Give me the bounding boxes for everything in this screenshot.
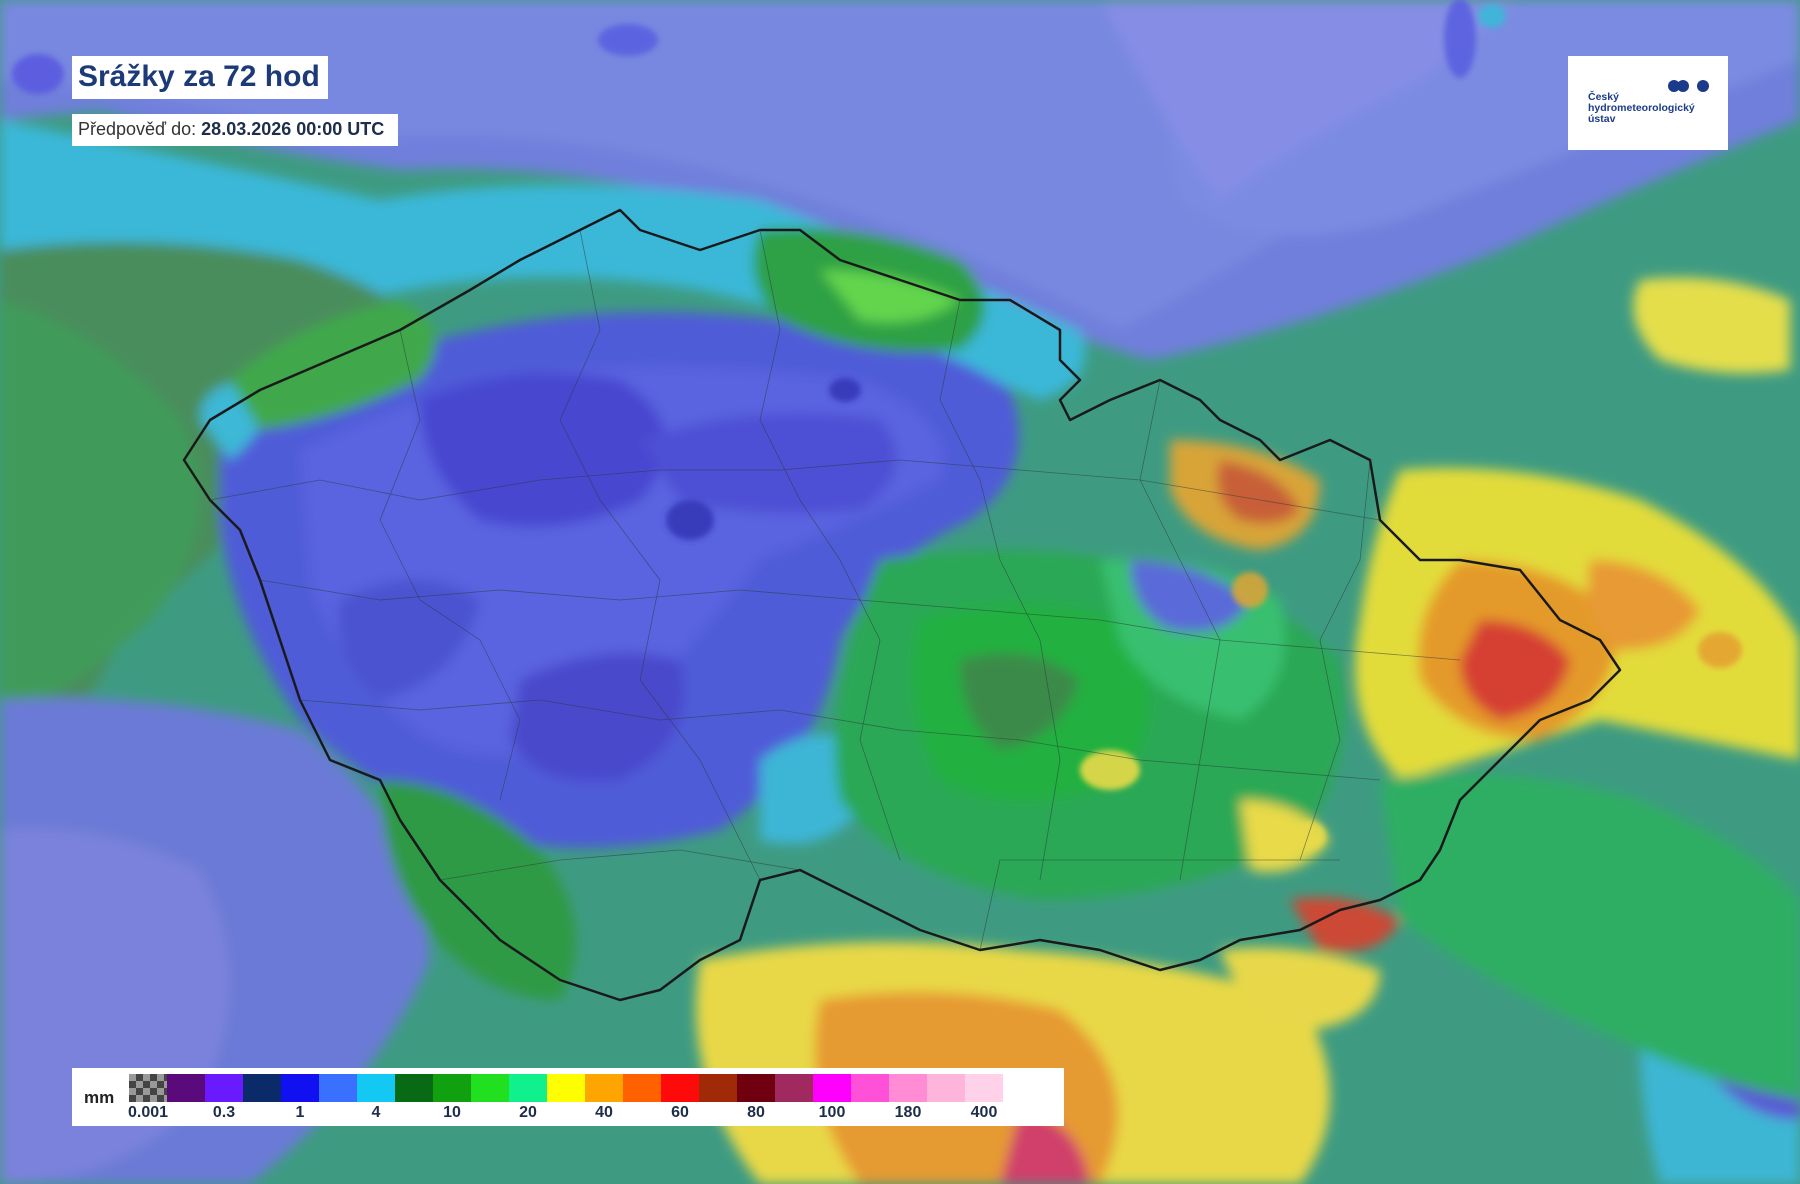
- legend-swatch: [281, 1074, 319, 1102]
- legend-swatch: [775, 1074, 813, 1102]
- legend-tick-label: 80: [747, 1104, 765, 1121]
- legend-swatch: [965, 1074, 1003, 1102]
- legend-swatch: [357, 1074, 395, 1102]
- legend-swatch: [813, 1074, 851, 1102]
- chmi-logo: Český hydrometeorologický ústav: [1568, 56, 1728, 150]
- legend-swatch: [623, 1074, 661, 1102]
- country-border: [182, 208, 1622, 1002]
- legend-tick-label: 100: [818, 1104, 846, 1121]
- legend-tick-label: 20: [519, 1104, 537, 1121]
- legend-tick-label: 180: [894, 1104, 922, 1121]
- legend-swatch: [699, 1074, 737, 1102]
- chmi-logo-icon: [1668, 80, 1709, 92]
- legend-swatches: [129, 1074, 1003, 1102]
- legend-tick-label: 40: [595, 1104, 613, 1121]
- legend-swatch: [851, 1074, 889, 1102]
- forecast-time: Předpověď do: 28.03.2026 00:00 UTC: [72, 114, 399, 146]
- forecast-label: Předpověď do:: [78, 119, 197, 139]
- legend-swatch: [737, 1074, 775, 1102]
- legend-swatch: [927, 1074, 965, 1102]
- legend-swatch: [433, 1074, 471, 1102]
- precipitation-legend: mm 0.001 0.3 1 4 10 20 40 60 80 100 180 400: [72, 1068, 1064, 1126]
- legend-swatch: [319, 1074, 357, 1102]
- legend-swatch: [395, 1074, 433, 1102]
- legend-tick-label: 1: [295, 1104, 305, 1121]
- logo-text: Český hydrometeorologický ústav: [1588, 91, 1695, 125]
- legend-tick-label: 10: [443, 1104, 461, 1121]
- legend-tick-label: 0.001: [127, 1104, 169, 1121]
- legend-swatch: [167, 1074, 205, 1102]
- legend-swatch: [509, 1074, 547, 1102]
- legend-swatch: [889, 1074, 927, 1102]
- forecast-value: 28.03.2026 00:00 UTC: [201, 119, 385, 139]
- legend-swatch: [205, 1074, 243, 1102]
- legend-tick-label: 0.3: [212, 1104, 236, 1121]
- legend-swatch: [585, 1074, 623, 1102]
- legend-unit: mm: [84, 1088, 115, 1107]
- legend-tick-label: 60: [671, 1104, 689, 1121]
- legend-swatch: [661, 1074, 699, 1102]
- legend-tick-label: 4: [371, 1104, 381, 1121]
- legend-swatch: [471, 1074, 509, 1102]
- map-title: Srážky za 72 hod: [72, 56, 328, 99]
- legend-tick-label: 400: [970, 1104, 998, 1121]
- legend-swatch: [129, 1074, 167, 1102]
- legend-swatch: [547, 1074, 585, 1102]
- legend-swatch: [243, 1074, 281, 1102]
